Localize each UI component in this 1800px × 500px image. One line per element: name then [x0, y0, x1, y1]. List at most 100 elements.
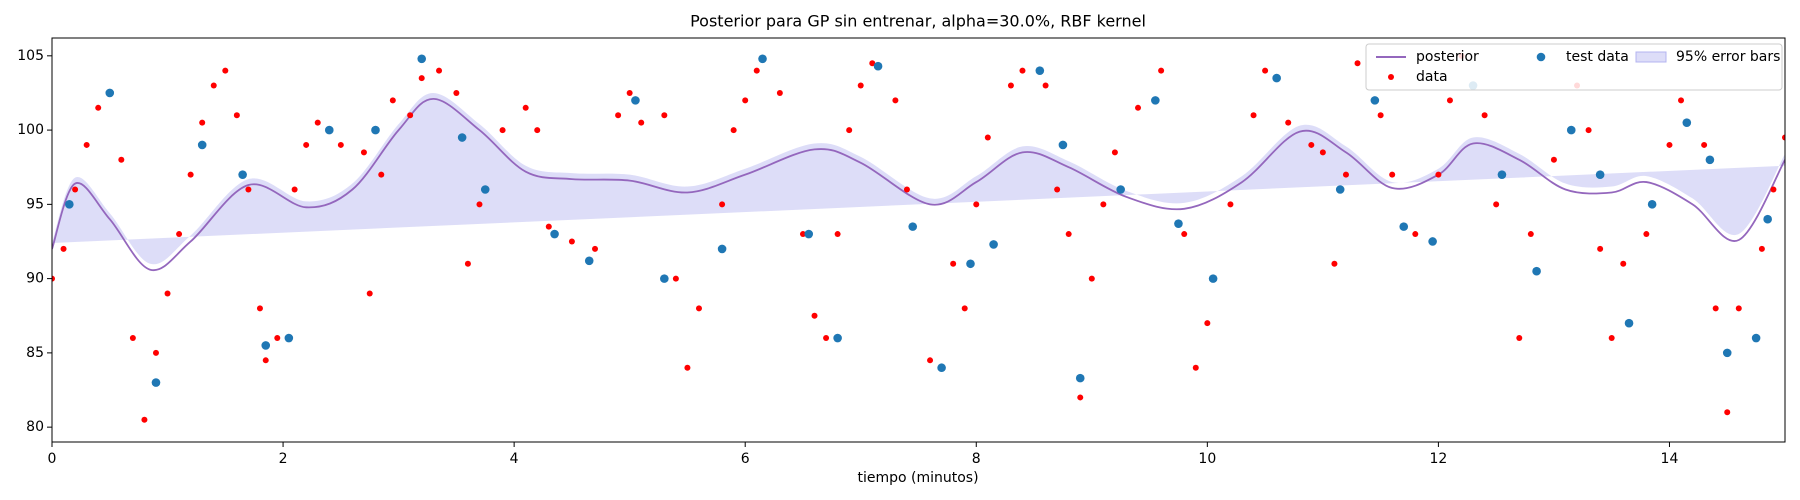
data-point: [222, 67, 229, 74]
data-point: [1088, 275, 1095, 282]
data-point: [1370, 96, 1380, 105]
data-point: [262, 357, 269, 364]
data-point: [1116, 185, 1125, 194]
data-point: [1532, 266, 1541, 276]
data-point: [961, 305, 968, 312]
data-point: [284, 333, 294, 343]
data-point: [1151, 96, 1160, 105]
data-point: [1272, 73, 1281, 83]
data-point: [65, 200, 74, 209]
data-point: [799, 231, 806, 238]
data-point: [457, 133, 467, 142]
data-point: [695, 305, 702, 312]
data-point: [1042, 82, 1049, 89]
data-point: [1007, 82, 1014, 89]
data-point: [584, 256, 594, 266]
data-point: [1399, 222, 1409, 231]
legend-swatch: [1536, 52, 1546, 62]
data-point: [256, 305, 263, 312]
data-point: [534, 127, 541, 134]
data-point: [1377, 112, 1384, 119]
data-point: [210, 82, 217, 89]
data-point: [908, 222, 918, 231]
x-tick-label: 2: [279, 451, 288, 467]
x-tick-label: 12: [1429, 451, 1447, 467]
data-point: [1285, 119, 1292, 126]
data-point: [238, 170, 247, 179]
data-point: [1701, 141, 1708, 148]
data-point: [984, 134, 991, 141]
data-point: [937, 363, 946, 373]
data-point: [1481, 112, 1488, 119]
data-point: [804, 229, 814, 239]
legend-label: 95% error bars: [1676, 49, 1780, 65]
data-point: [1319, 149, 1326, 156]
data-point: [141, 416, 148, 423]
x-tick-label: 4: [510, 451, 519, 467]
data-point: [1497, 170, 1507, 179]
legend-box: [1365, 43, 1783, 91]
data-point: [366, 290, 373, 297]
data-point: [129, 335, 136, 342]
data-point: [360, 149, 367, 156]
data-point: [1643, 231, 1650, 238]
data-point: [164, 290, 171, 297]
data-point: [1331, 260, 1338, 267]
data-point: [1763, 214, 1772, 224]
data-point: [550, 229, 559, 239]
data-point: [389, 97, 396, 104]
data-point: [176, 231, 183, 238]
data-point: [719, 201, 726, 208]
data-point: [105, 88, 115, 98]
data-point: [337, 141, 344, 148]
data-point: [568, 238, 575, 245]
data-point: [1666, 141, 1673, 148]
data-point: [291, 186, 298, 193]
data-point: [1682, 118, 1692, 127]
data-point: [1135, 104, 1142, 111]
data-point: [464, 260, 471, 267]
data-point: [1724, 409, 1731, 416]
data-point: [72, 186, 79, 193]
data-point: [1065, 231, 1072, 238]
y-tick-label: 105: [17, 48, 44, 64]
data-point: [1597, 245, 1604, 252]
data-point: [1111, 149, 1118, 156]
data-point: [626, 89, 633, 96]
y-tick-label: 95: [26, 196, 44, 212]
data-point: [638, 119, 645, 126]
data-point: [1335, 185, 1345, 194]
data-point: [1735, 305, 1742, 312]
x-axis-label: tiempo (minutos): [857, 470, 978, 486]
legend-label: data: [1416, 69, 1448, 85]
data-point: [1595, 170, 1605, 179]
data-point: [1035, 66, 1045, 75]
data-point: [303, 141, 310, 148]
data-point: [869, 60, 876, 67]
data-point: [1550, 156, 1557, 163]
data-point: [823, 335, 830, 342]
data-point: [1678, 97, 1685, 104]
data-point: [245, 186, 252, 193]
data-point: [1262, 67, 1269, 74]
data-point: [1342, 171, 1349, 178]
data-point: [973, 201, 980, 208]
data-point: [1100, 201, 1107, 208]
data-point: [371, 125, 380, 135]
data-point: [776, 89, 783, 96]
data-point: [1527, 231, 1534, 238]
data-point: [989, 240, 998, 249]
data-point: [903, 186, 910, 193]
data-point: [1516, 335, 1523, 342]
chart-title: Posterior para GP sin entrenar, alpha=30…: [690, 12, 1146, 31]
data-point: [1647, 200, 1657, 209]
data-point: [1751, 333, 1761, 343]
data-point: [1585, 127, 1592, 134]
data-point: [857, 82, 864, 89]
data-point: [1019, 67, 1026, 74]
data-point: [453, 89, 460, 96]
data-point: [631, 96, 640, 105]
data-point: [499, 127, 506, 134]
x-tick-label: 6: [741, 451, 750, 467]
